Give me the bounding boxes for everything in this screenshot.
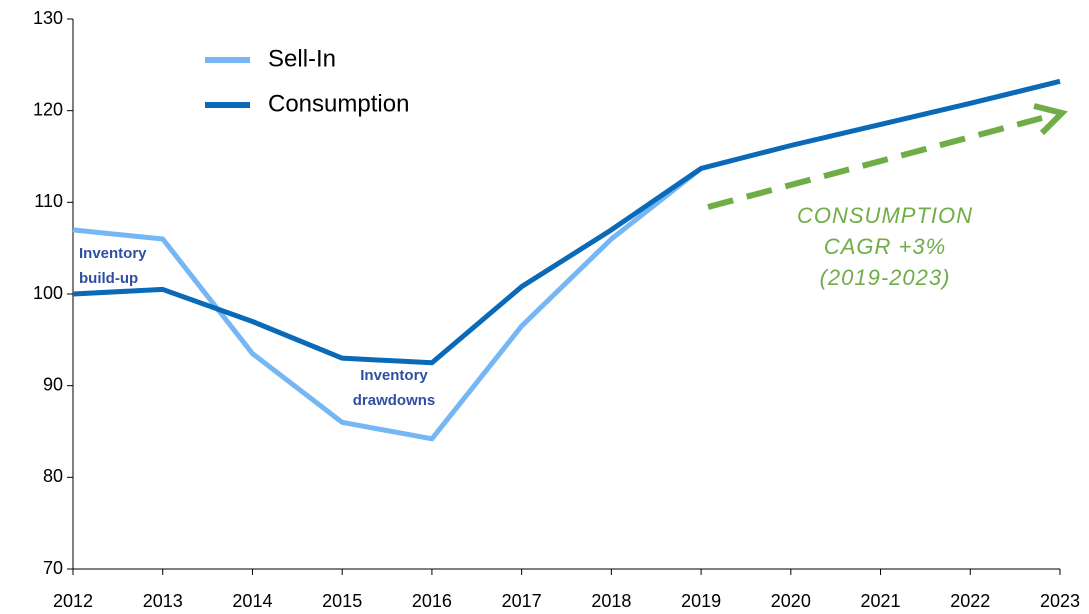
annotation: build-up [79, 270, 138, 287]
x-tick-label: 2019 [681, 591, 721, 611]
series-line [72, 78, 1061, 366]
x-tick-label: 2017 [502, 591, 542, 611]
annotation: drawdowns [353, 392, 436, 409]
annotation: (2019-2023) [820, 265, 951, 290]
y-tick-label: 70 [43, 558, 63, 578]
legend-label: Sell-In [268, 45, 336, 72]
y-tick-label: 110 [34, 191, 63, 211]
y-tick-label: 90 [43, 374, 63, 394]
y-tick-label: 120 [33, 99, 63, 119]
x-tick-label: 2022 [950, 591, 990, 611]
x-tick-label: 2015 [322, 591, 362, 611]
legend-label: Consumption [268, 90, 409, 117]
arrow-head [1033, 103, 1068, 136]
x-tick-label: 2014 [232, 591, 272, 611]
x-tick-label: 2018 [591, 591, 631, 611]
y-tick-label: 100 [33, 283, 63, 303]
trend-arrow [707, 115, 1043, 210]
x-tick-label: 2012 [53, 591, 93, 611]
x-tick-label: 2016 [412, 591, 452, 611]
x-tick-label: 2020 [771, 591, 811, 611]
x-tick-label: 2013 [143, 591, 183, 611]
y-tick-label: 80 [43, 466, 63, 486]
annotation: Inventory [79, 245, 147, 262]
x-tick-label: 2021 [861, 591, 901, 611]
annotation: CAGR +3% [824, 234, 946, 259]
annotation: Inventory [360, 367, 428, 384]
series-line [72, 166, 703, 442]
x-tick-label: 2023 [1040, 591, 1080, 611]
y-tick-label: 130 [33, 8, 63, 28]
annotation: CONSUMPTION [797, 203, 973, 228]
